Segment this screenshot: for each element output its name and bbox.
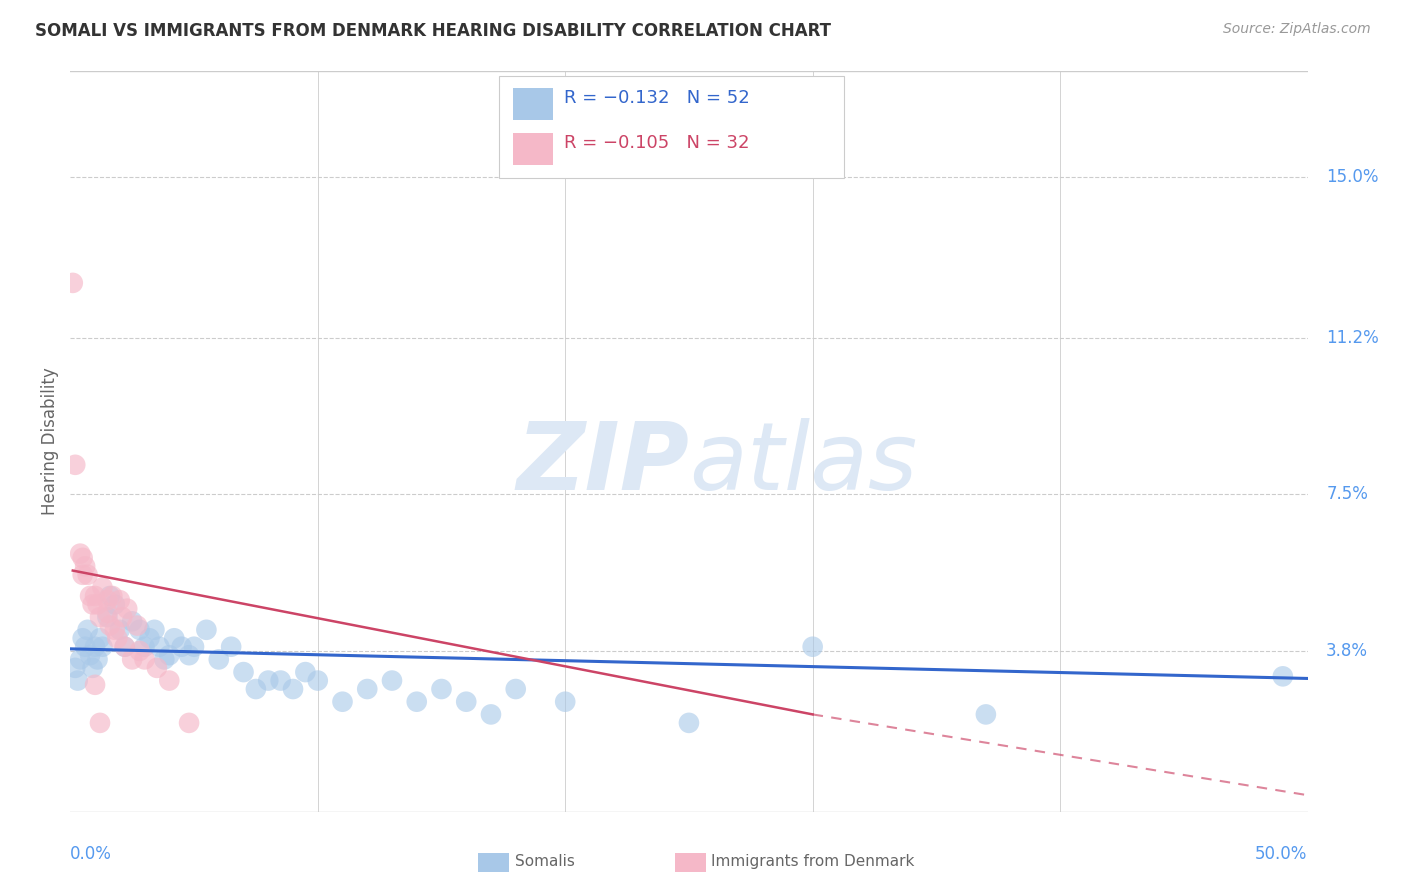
Point: [294, 665, 316, 679]
Text: atlas: atlas: [689, 418, 917, 509]
Point: [65, 458, 87, 472]
Point: [505, 681, 527, 696]
Point: [104, 598, 127, 612]
Point: [115, 601, 138, 615]
Point: [69, 547, 91, 561]
Point: [89, 632, 111, 646]
Point: [89, 610, 111, 624]
Point: [127, 618, 149, 632]
Point: [157, 673, 180, 688]
Point: [62, 276, 84, 290]
Point: [143, 623, 166, 637]
Point: [72, 550, 94, 565]
Point: [138, 632, 160, 646]
Point: [96, 610, 118, 624]
Point: [108, 593, 131, 607]
Point: [72, 632, 94, 646]
Point: [121, 652, 143, 666]
Text: 11.2%: 11.2%: [1326, 329, 1379, 347]
Text: Somalis: Somalis: [515, 855, 575, 869]
Point: [108, 623, 131, 637]
Point: [96, 593, 118, 607]
Point: [801, 640, 824, 654]
Point: [177, 715, 200, 730]
Point: [79, 589, 101, 603]
Point: [219, 640, 242, 654]
Text: 0.0%: 0.0%: [70, 845, 112, 863]
Point: [479, 707, 502, 722]
Y-axis label: Hearing Disability: Hearing Disability: [41, 368, 59, 516]
Point: [84, 589, 107, 603]
Point: [678, 715, 700, 730]
Point: [114, 640, 136, 654]
Text: R = −0.132   N = 52: R = −0.132 N = 52: [564, 89, 749, 107]
Text: Immigrants from Denmark: Immigrants from Denmark: [711, 855, 915, 869]
Point: [430, 681, 453, 696]
Point: [89, 715, 111, 730]
Point: [208, 652, 231, 666]
Point: [128, 644, 150, 658]
Point: [82, 661, 104, 675]
Point: [101, 589, 124, 603]
Point: [84, 678, 107, 692]
Point: [245, 681, 267, 696]
Point: [405, 695, 427, 709]
Point: [257, 673, 280, 688]
Point: [86, 652, 108, 666]
Point: [75, 640, 97, 654]
Point: [65, 661, 87, 675]
Point: [148, 640, 170, 654]
Point: [270, 673, 292, 688]
Point: [456, 695, 478, 709]
Point: [66, 673, 89, 688]
Point: [356, 681, 378, 696]
Point: [232, 665, 254, 679]
Point: [307, 673, 329, 688]
Point: [554, 695, 576, 709]
Point: [76, 623, 98, 637]
Point: [121, 615, 143, 629]
Point: [75, 559, 97, 574]
Point: [86, 598, 108, 612]
Point: [72, 567, 94, 582]
Point: [134, 652, 156, 666]
Point: [177, 648, 200, 663]
Text: 15.0%: 15.0%: [1326, 168, 1379, 186]
Point: [98, 589, 121, 603]
Point: [183, 640, 205, 654]
Text: Source: ZipAtlas.com: Source: ZipAtlas.com: [1223, 22, 1371, 37]
Point: [1271, 669, 1294, 683]
Point: [195, 623, 218, 637]
Point: [381, 673, 404, 688]
Point: [134, 640, 156, 654]
Point: [104, 623, 127, 637]
Text: R = −0.105   N = 32: R = −0.105 N = 32: [564, 134, 749, 152]
Point: [114, 640, 136, 654]
Point: [332, 695, 354, 709]
Text: ZIP: ZIP: [516, 417, 689, 509]
Point: [157, 648, 180, 663]
Text: 3.8%: 3.8%: [1326, 642, 1368, 660]
Point: [96, 606, 118, 620]
Point: [69, 652, 91, 666]
Text: 7.5%: 7.5%: [1326, 485, 1368, 503]
Point: [76, 567, 98, 582]
Point: [974, 707, 997, 722]
Point: [105, 632, 128, 646]
Point: [79, 648, 101, 663]
Point: [163, 632, 186, 646]
Point: [82, 598, 104, 612]
Point: [281, 681, 304, 696]
Point: [153, 652, 176, 666]
Point: [170, 640, 193, 654]
Text: SOMALI VS IMMIGRANTS FROM DENMARK HEARING DISABILITY CORRELATION CHART: SOMALI VS IMMIGRANTS FROM DENMARK HEARIN…: [35, 22, 831, 40]
Point: [146, 661, 169, 675]
Text: 50.0%: 50.0%: [1256, 845, 1308, 863]
Point: [128, 623, 150, 637]
Point: [91, 640, 114, 654]
Point: [91, 581, 114, 595]
Point: [84, 640, 107, 654]
Point: [98, 618, 121, 632]
Point: [111, 610, 134, 624]
